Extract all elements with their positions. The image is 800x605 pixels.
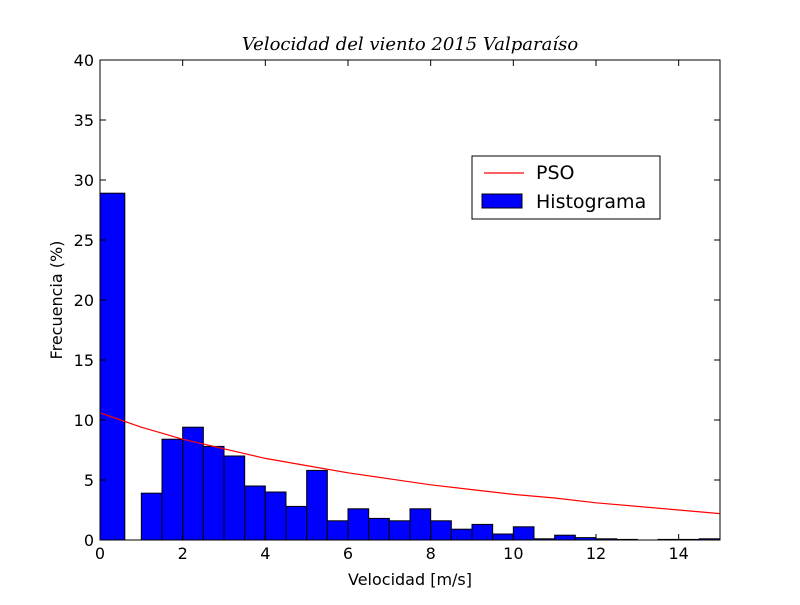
x-axis-label: Velocidad [m/s] [348, 570, 472, 589]
histogram-bar [264, 491, 287, 541]
histogram-bar [326, 520, 349, 541]
histogram-bar [430, 520, 452, 541]
legend: PSO Histograma [471, 155, 661, 220]
legend-histograma-swatch [481, 193, 523, 209]
histogram-bar [244, 485, 266, 541]
y-tick-label: 20 [74, 291, 94, 310]
histogram-bar [388, 520, 411, 541]
x-tick-label: 8 [426, 544, 436, 563]
y-tick-label: 5 [84, 471, 94, 490]
histogram-bar [285, 505, 308, 541]
histogram-bar [450, 528, 473, 541]
x-tick-label: 12 [586, 544, 606, 563]
histogram-bar [347, 508, 370, 541]
histogram-bar [99, 192, 126, 541]
x-tick-label: 0 [95, 544, 105, 563]
legend-pso-label: PSO [536, 162, 574, 184]
histogram-bar [471, 523, 494, 541]
histogram-bar [368, 517, 390, 541]
x-tick-label: 4 [260, 544, 270, 563]
x-tick-label: 2 [178, 544, 188, 563]
y-tick-label: 35 [74, 111, 94, 130]
histogram-bar [161, 438, 184, 541]
x-tick-label: 10 [503, 544, 523, 563]
y-tick-label: 25 [74, 231, 94, 250]
histogram-bar [306, 469, 328, 541]
y-tick-label: 0 [84, 531, 94, 550]
pso-curve [99, 412, 721, 515]
histogram-bar [182, 426, 204, 541]
y-tick-label: 15 [74, 351, 94, 370]
histogram-bars [99, 192, 721, 541]
y-axis-label: Frecuencia (%) [47, 241, 66, 360]
y-tick-label: 10 [74, 411, 94, 430]
axis-ticks: 0 2 4 6 8 10 12 14 0 5 10 15 20 25 30 35 40 [74, 51, 720, 563]
chart-title: Velocidad del viento 2015 Valparaíso [242, 34, 578, 55]
x-tick-label: 14 [668, 544, 688, 563]
histogram-bar [512, 526, 535, 541]
y-tick-label: 30 [74, 171, 94, 190]
histogram-bar [140, 492, 163, 541]
legend-histograma-label: Histograma [536, 191, 646, 213]
histogram-bar [409, 508, 432, 541]
y-tick-label: 40 [74, 51, 94, 70]
pso-curve-layer [99, 412, 721, 515]
histogram-bar [492, 533, 514, 541]
histogram-bar [554, 534, 576, 541]
x-tick-label: 6 [343, 544, 353, 563]
histogram-bar [202, 445, 225, 541]
histogram-bar [223, 455, 246, 541]
